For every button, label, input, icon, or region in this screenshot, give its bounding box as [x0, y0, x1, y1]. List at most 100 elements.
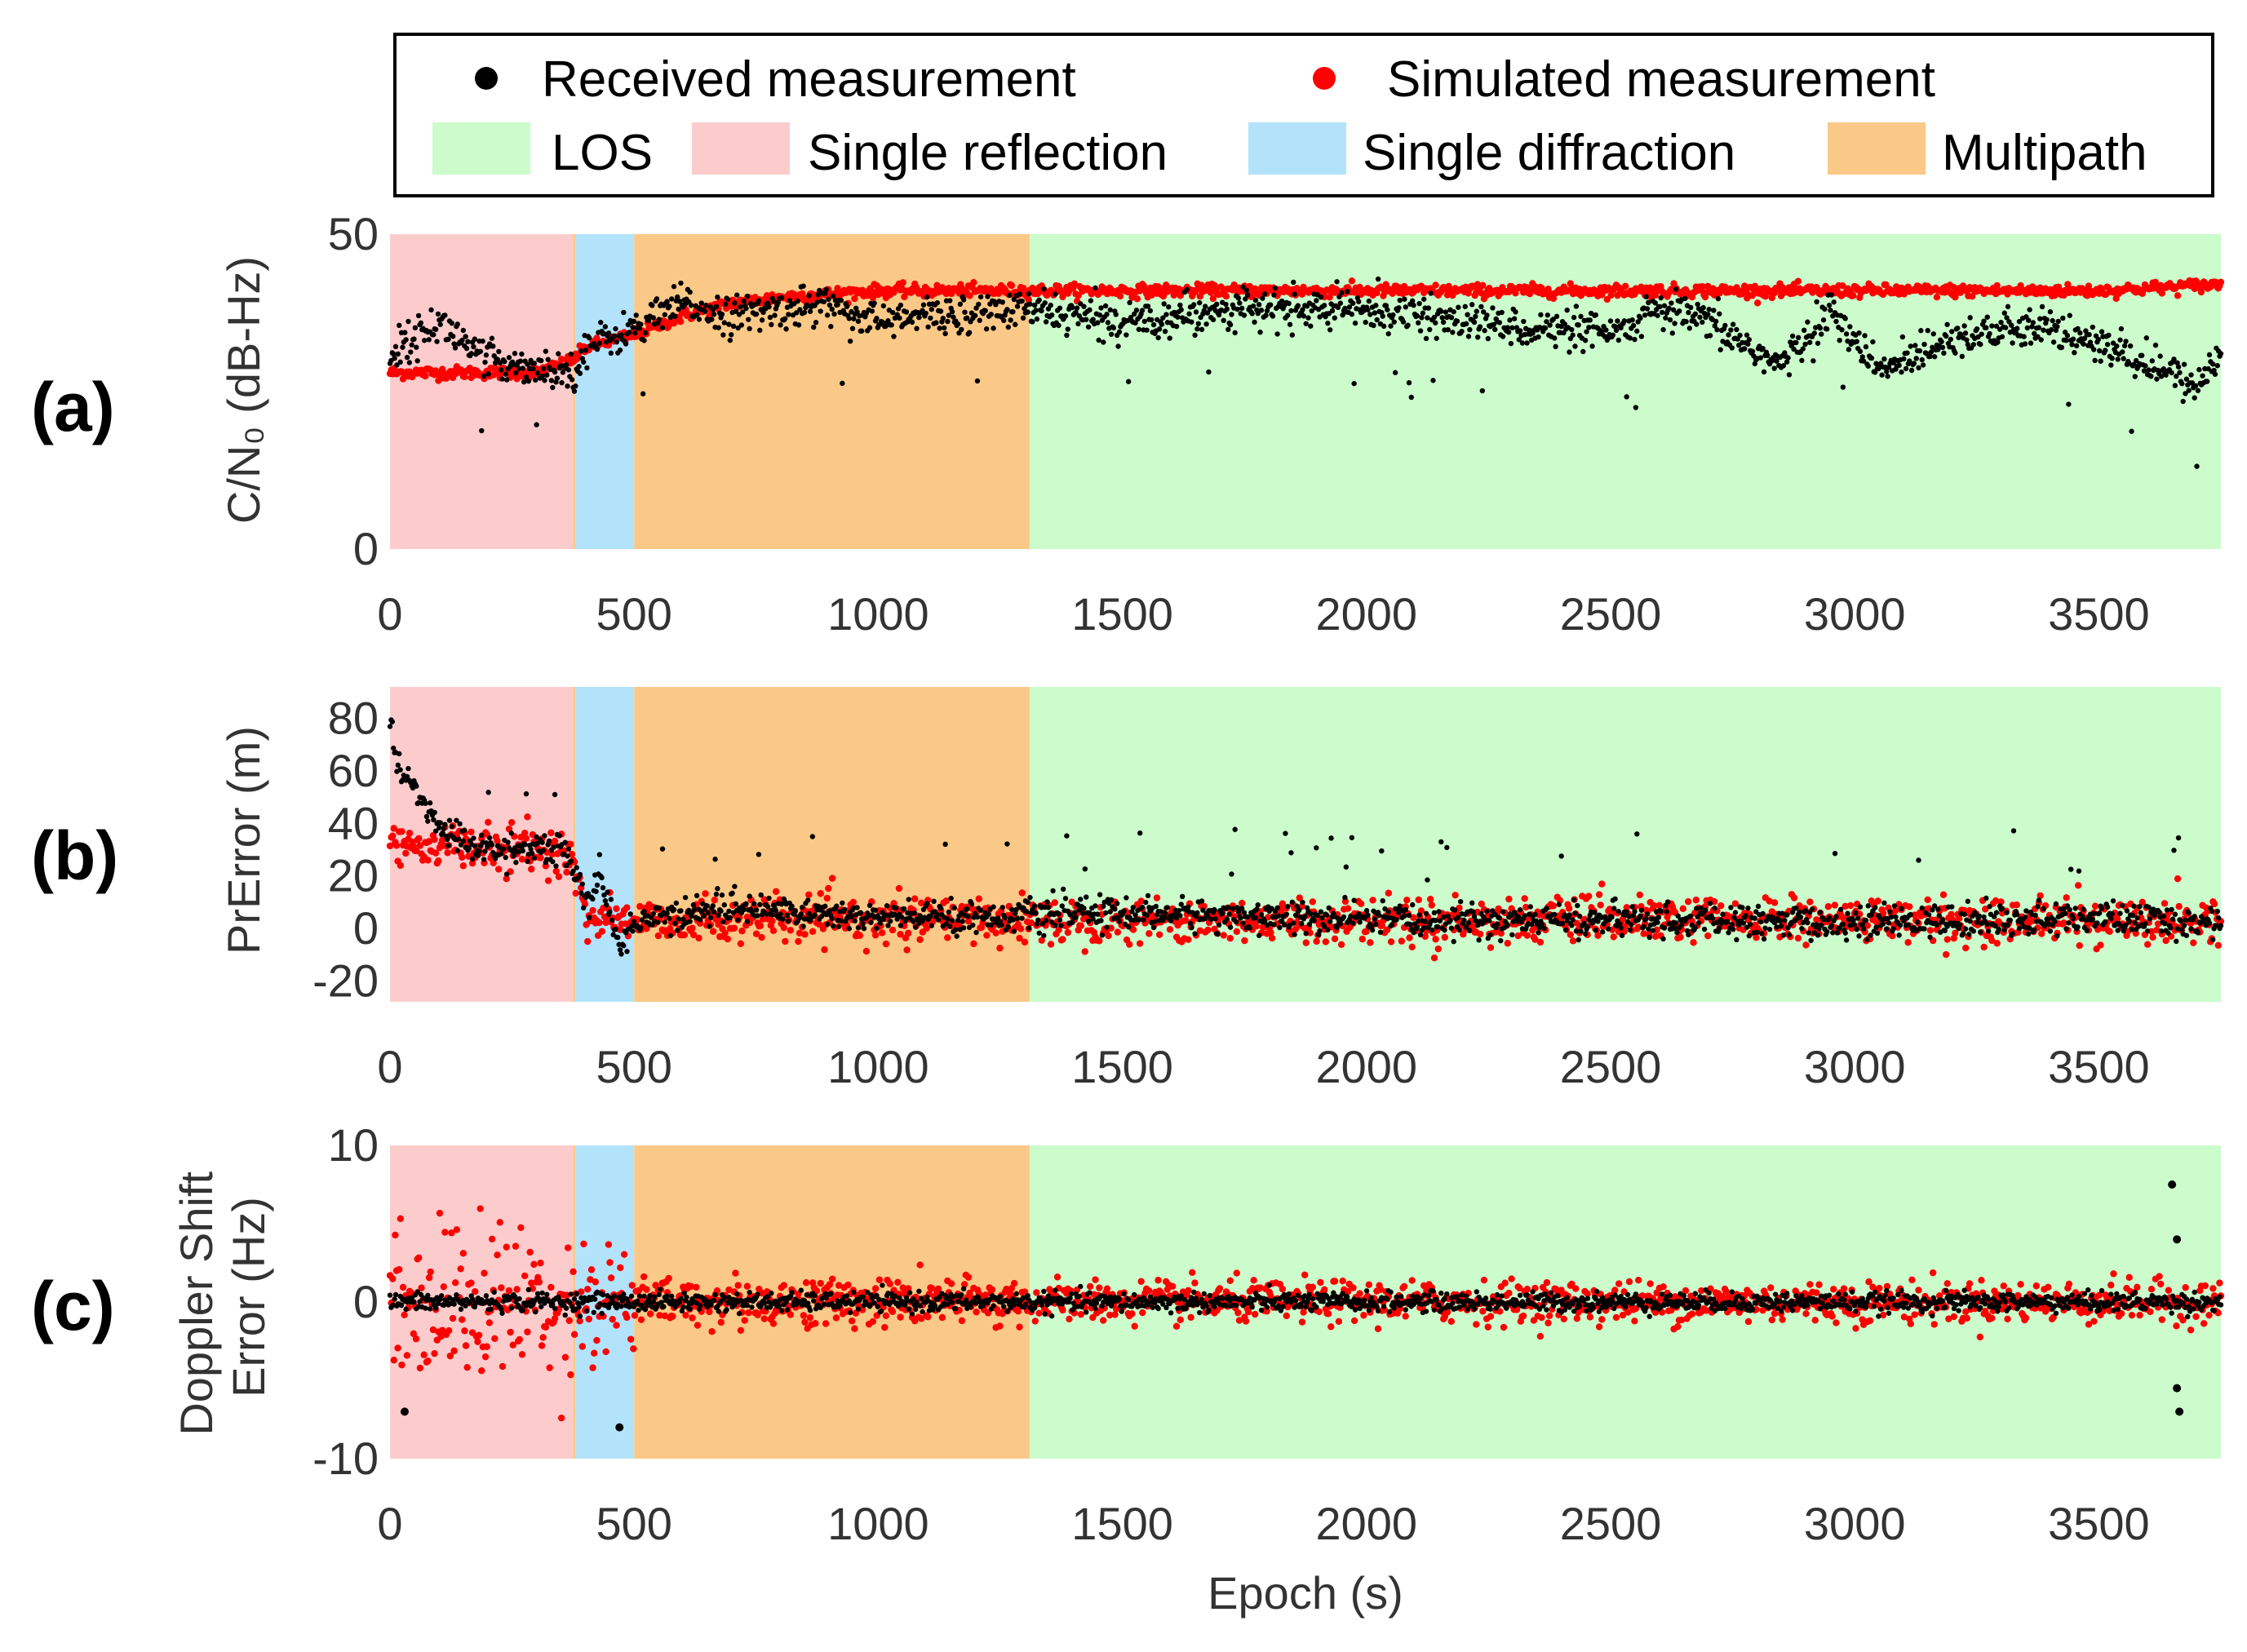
data-point	[613, 926, 618, 932]
data-point	[2200, 373, 2205, 379]
data-point	[846, 316, 852, 321]
data-point	[769, 927, 778, 934]
data-point	[1239, 899, 1246, 907]
data-point	[461, 373, 468, 381]
data-point	[1084, 317, 1089, 322]
data-point	[778, 911, 783, 917]
data-point	[701, 913, 707, 919]
data-point	[1390, 312, 1396, 318]
data-point	[991, 326, 996, 331]
data-point	[720, 332, 726, 338]
data-point	[596, 852, 603, 857]
data-point	[1184, 286, 1190, 293]
data-point	[1149, 317, 1155, 323]
data-point	[656, 905, 662, 911]
data-point	[1582, 338, 1589, 343]
data-point	[1700, 319, 1705, 326]
data-point	[551, 844, 556, 850]
data-point	[844, 303, 850, 309]
data-point	[1831, 901, 1839, 909]
data-point	[1677, 308, 1682, 314]
data-point	[1192, 332, 1198, 339]
data-point	[862, 947, 871, 955]
data-point	[1699, 283, 1707, 290]
data-point	[1246, 282, 1254, 290]
data-point	[1679, 905, 1686, 913]
data-point	[640, 391, 646, 396]
data-point	[2013, 901, 2020, 909]
data-point	[2172, 383, 2178, 388]
data-point	[1104, 312, 1110, 317]
data-point	[2174, 875, 2182, 883]
data-point	[540, 848, 547, 853]
data-point	[563, 361, 570, 368]
data-point	[676, 317, 685, 326]
data-point	[1831, 299, 1837, 305]
data-point	[782, 316, 788, 321]
data-point	[432, 326, 439, 332]
data-point	[1257, 330, 1263, 335]
region-single-diffraction	[575, 234, 635, 549]
data-point	[687, 919, 693, 924]
data-point	[1057, 305, 1063, 311]
data-point	[1229, 312, 1234, 317]
data-point	[711, 312, 717, 317]
data-point	[1765, 352, 1771, 358]
data-point	[738, 322, 745, 328]
data-point	[534, 422, 539, 427]
data-point	[1027, 301, 1033, 307]
data-point	[1166, 303, 1172, 310]
data-point	[727, 915, 733, 921]
data-point	[840, 900, 845, 906]
data-point	[988, 922, 994, 928]
data-point	[517, 358, 524, 364]
data-point	[2106, 928, 2113, 936]
region-multipath	[634, 687, 1030, 1002]
data-point	[702, 890, 709, 897]
data-point	[664, 910, 670, 916]
data-point	[583, 348, 589, 353]
data-point	[1839, 282, 1846, 290]
data-point	[1287, 321, 1293, 327]
data-point	[528, 866, 535, 873]
data-point	[618, 951, 624, 957]
data-point	[975, 895, 983, 902]
data-point	[940, 315, 946, 321]
data-point	[1110, 325, 1117, 331]
data-point	[988, 312, 994, 317]
data-point	[704, 903, 710, 909]
data-point	[1291, 279, 1296, 286]
data-point	[503, 371, 508, 377]
data-point	[713, 303, 720, 309]
data-point	[753, 311, 760, 317]
data-point	[671, 284, 677, 290]
data-point	[1603, 327, 1609, 333]
data-point	[1239, 305, 1245, 312]
data-point	[1373, 303, 1379, 308]
data-point	[1595, 891, 1603, 898]
data-point	[641, 909, 647, 915]
data-point	[835, 923, 842, 929]
data-point	[489, 842, 495, 848]
data-point	[2190, 939, 2197, 946]
data-point	[756, 298, 762, 303]
data-point	[1001, 317, 1007, 324]
xtick-label: 500	[596, 588, 671, 640]
data-point	[903, 946, 911, 954]
data-point	[505, 839, 511, 845]
data-point	[1289, 332, 1296, 338]
data-point	[1167, 335, 1172, 341]
data-point	[783, 326, 789, 332]
data-point	[1509, 325, 1515, 331]
data-point	[1349, 312, 1355, 317]
data-point	[767, 314, 773, 321]
data-point	[1327, 327, 1333, 333]
data-point	[1722, 322, 1728, 329]
data-point	[1469, 302, 1475, 308]
data-point	[1456, 304, 1461, 310]
data-point	[554, 375, 561, 381]
data-point	[1993, 940, 2001, 947]
data-point	[1638, 315, 1643, 321]
data-point	[1487, 944, 1495, 951]
data-point	[1492, 326, 1498, 333]
